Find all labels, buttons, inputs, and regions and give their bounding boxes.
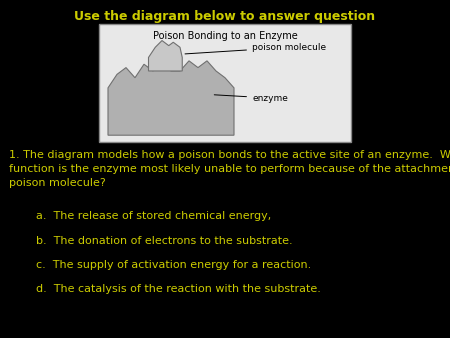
Text: Use the diagram below to answer question: Use the diagram below to answer question (74, 10, 376, 23)
FancyBboxPatch shape (99, 24, 351, 142)
Text: enzyme: enzyme (214, 94, 288, 102)
Text: a.  The release of stored chemical energy,: a. The release of stored chemical energy… (36, 211, 271, 221)
Text: poison molecule: poison molecule (185, 43, 326, 54)
Text: Poison Bonding to an Enzyme: Poison Bonding to an Enzyme (153, 31, 297, 41)
Polygon shape (148, 41, 182, 71)
Text: c.  The supply of activation energy for a reaction.: c. The supply of activation energy for a… (36, 260, 311, 270)
Text: d.  The catalysis of the reaction with the substrate.: d. The catalysis of the reaction with th… (36, 284, 321, 294)
Text: b.  The donation of electrons to the substrate.: b. The donation of electrons to the subs… (36, 236, 292, 246)
Polygon shape (108, 61, 234, 135)
Text: 1. The diagram models how a poison bonds to the active site of an enzyme.  Which: 1. The diagram models how a poison bonds… (9, 150, 450, 188)
